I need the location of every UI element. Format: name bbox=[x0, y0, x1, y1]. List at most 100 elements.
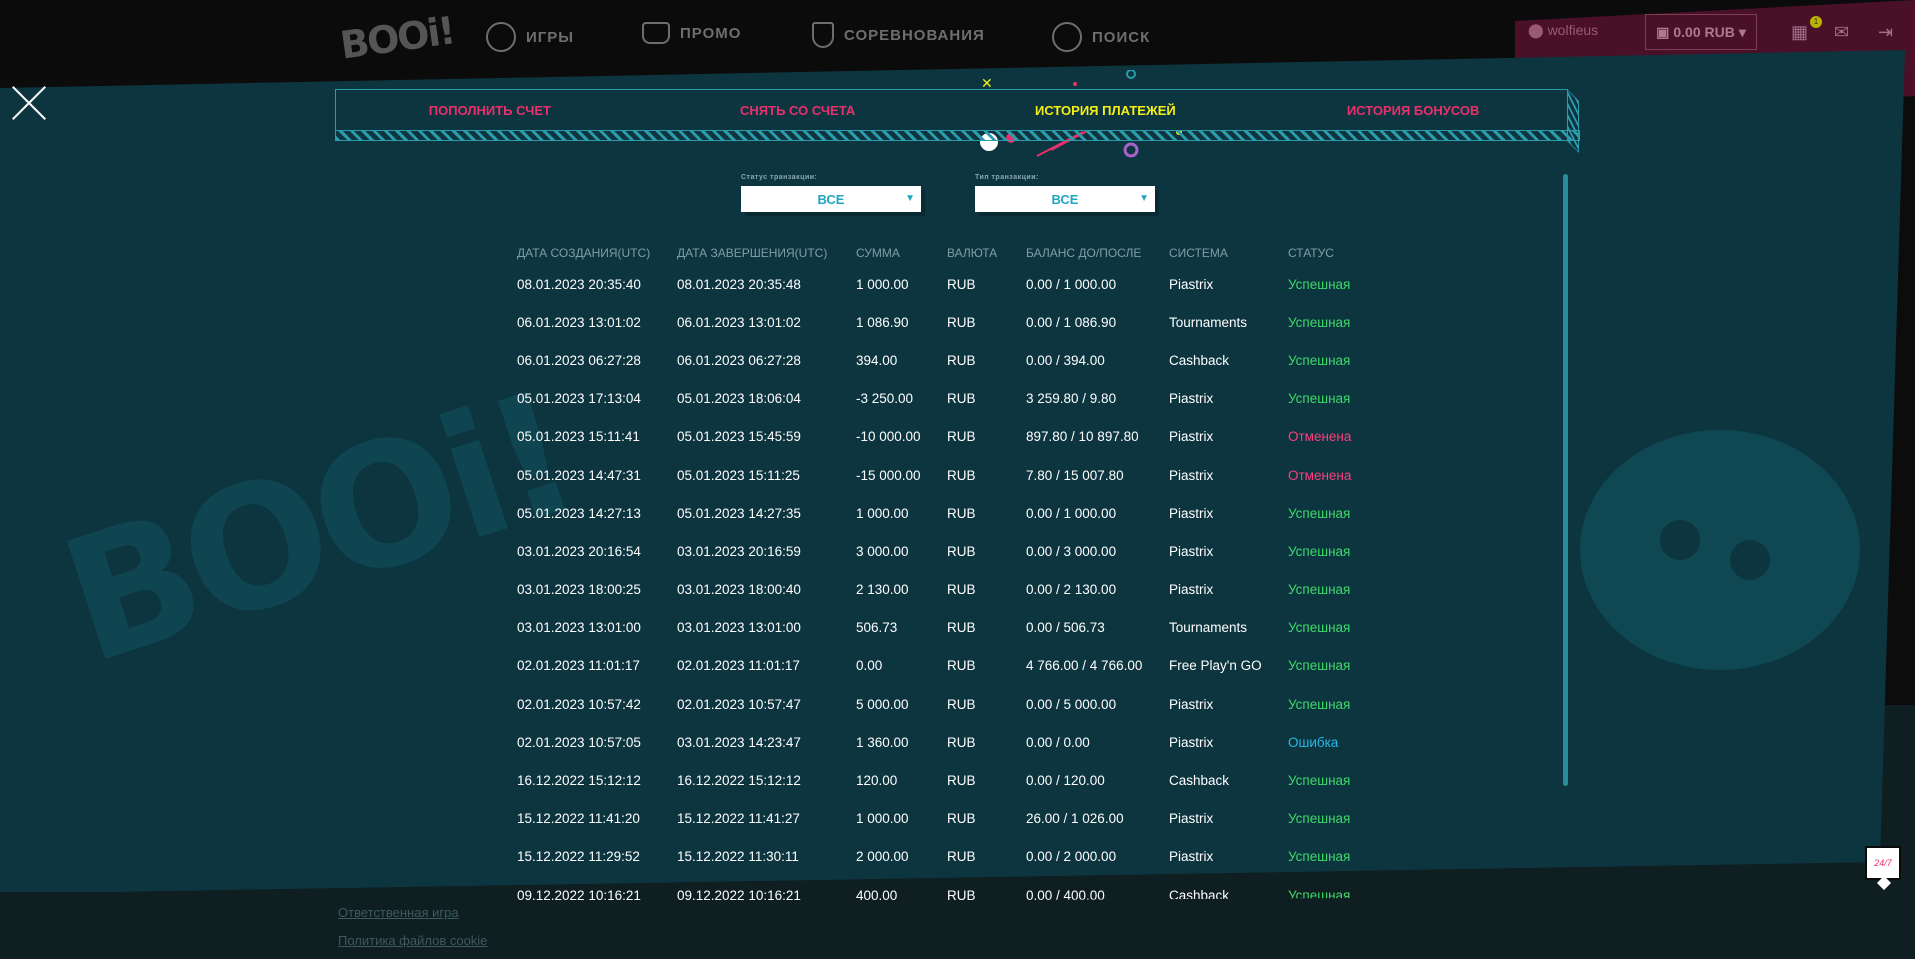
cell-completed: 15.12.2022 11:41:27 bbox=[677, 811, 800, 827]
site-header: BOOi! ИГРЫ ПРОМО СОРЕВНОВАНИЯ ПОИСК ⬤ wo… bbox=[0, 0, 1915, 117]
cell-currency: RUB bbox=[947, 314, 976, 330]
cell-created: 06.01.2023 13:01:02 bbox=[517, 314, 641, 330]
cell-system: Cashback bbox=[1169, 887, 1230, 900]
cell-currency: RUB bbox=[947, 658, 976, 674]
cell-status: Успешная bbox=[1288, 391, 1351, 407]
tab-deposit[interactable]: ПОПОЛНИТЬ СЧЕТ bbox=[428, 102, 551, 118]
type-filter-select[interactable]: ВСЕ ▼ bbox=[975, 186, 1155, 212]
cell-created: 03.01.2023 20:16:54 bbox=[517, 543, 641, 559]
table-header: ДАТА СОЗДАНИЯ(UTC) ДАТА ЗАВЕРШЕНИЯ(UTC) … bbox=[517, 240, 1357, 265]
cell-completed: 05.01.2023 15:11:25 bbox=[677, 467, 800, 483]
balance-dropdown[interactable]: ▣ 0.00 RUB ▾ bbox=[1645, 14, 1757, 50]
table-row: 02.01.2023 10:57:42 02.01.2023 10:57:47 5 … bbox=[517, 685, 1357, 723]
cell-status: Успешная bbox=[1288, 505, 1351, 521]
cell-currency: RUB bbox=[947, 276, 976, 292]
col-completed: ДАТА ЗАВЕРШЕНИЯ(UTC) bbox=[677, 245, 828, 260]
mail-icon[interactable]: ✉ bbox=[1834, 22, 1850, 42]
table-row: 05.01.2023 14:27:13 05.01.2023 14:27:35 1 … bbox=[517, 494, 1357, 532]
tab-withdraw[interactable]: СНЯТЬ СО СЧЕТА bbox=[740, 102, 856, 118]
cell-system: Piastrix bbox=[1169, 467, 1214, 483]
cell-system: Cashback bbox=[1169, 352, 1230, 368]
status-filter-select[interactable]: ВСЕ ▼ bbox=[741, 186, 921, 212]
cell-balance: 0.00 / 3 000.00 bbox=[1026, 543, 1117, 559]
support-chat-button[interactable]: 24/7 bbox=[1865, 846, 1913, 896]
table-row: 08.01.2023 20:35:40 08.01.2023 20:35:48 1 … bbox=[517, 265, 1357, 303]
cell-currency: RUB bbox=[947, 543, 976, 559]
nav-promo[interactable]: ПРОМО bbox=[642, 22, 741, 44]
close-modal-button[interactable] bbox=[10, 82, 50, 122]
table-row: 16.12.2022 15:12:12 16.12.2022 15:12:12 12… bbox=[517, 761, 1357, 799]
cell-currency: RUB bbox=[947, 734, 976, 750]
cell-currency: RUB bbox=[947, 887, 976, 900]
cell-created: 05.01.2023 17:13:04 bbox=[517, 391, 641, 407]
cell-completed: 02.01.2023 10:57:47 bbox=[677, 696, 801, 712]
cell-amount: -3 250.00 bbox=[856, 391, 914, 407]
nav-search-label: ПОИСК bbox=[1092, 28, 1151, 46]
cell-completed: 05.01.2023 14:27:35 bbox=[677, 505, 801, 521]
cell-amount: 2 000.00 bbox=[856, 849, 909, 865]
cell-system: Free Play'n GO bbox=[1169, 658, 1262, 674]
cell-amount: 0.00 bbox=[856, 658, 883, 674]
cell-status: Успешная bbox=[1288, 696, 1351, 712]
cell-balance: 0.00 / 1 000.00 bbox=[1026, 505, 1117, 521]
cell-balance: 0.00 / 2 000.00 bbox=[1026, 849, 1117, 865]
payment-tabs: ПОПОЛНИТЬ СЧЕТ СНЯТЬ СО СЧЕТА ИСТОРИЯ ПЛ… bbox=[335, 89, 1568, 131]
cell-system: Piastrix bbox=[1169, 734, 1214, 750]
cell-balance: 26.00 / 1 026.00 bbox=[1026, 811, 1124, 827]
footer-link-responsible-gaming[interactable]: Ответственная игра bbox=[338, 905, 459, 920]
user-menu[interactable]: ⬤ wolfieus bbox=[1528, 22, 1598, 39]
site-logo[interactable]: BOOi! bbox=[337, 8, 457, 68]
cell-completed: 03.01.2023 14:23:47 bbox=[677, 734, 801, 750]
table-row: 03.01.2023 18:00:25 03.01.2023 18:00:40 2 … bbox=[517, 571, 1357, 609]
cell-balance: 3 259.80 / 9.80 bbox=[1026, 391, 1117, 407]
cell-completed: 03.01.2023 13:01:00 bbox=[677, 620, 801, 636]
table-row: 06.01.2023 06:27:28 06.01.2023 06:27:28 39… bbox=[517, 341, 1357, 379]
nav-search[interactable]: ПОИСК bbox=[1052, 22, 1150, 52]
chevron-down-icon: ▾ bbox=[1738, 23, 1746, 40]
cell-completed: 16.12.2022 15:12:12 bbox=[677, 773, 801, 789]
cell-currency: RUB bbox=[947, 391, 976, 407]
col-system: СИСТЕМА bbox=[1169, 245, 1228, 260]
logout-icon[interactable]: ⇥ bbox=[1878, 22, 1894, 42]
chip-icon bbox=[486, 22, 516, 52]
nav-promo-label: ПРОМО bbox=[680, 24, 742, 42]
modal-scrollbar[interactable] bbox=[1563, 174, 1568, 786]
table-row: 05.01.2023 15:11:41 05.01.2023 15:45:59 -1… bbox=[517, 418, 1357, 456]
cell-amount: 1 360.00 bbox=[856, 734, 909, 750]
cell-status: Успешная bbox=[1288, 887, 1351, 900]
cell-amount: 1 000.00 bbox=[856, 505, 909, 521]
cell-created: 02.01.2023 10:57:05 bbox=[517, 734, 641, 750]
footer-link-cookie-policy[interactable]: Политика файлов cookie bbox=[338, 933, 488, 948]
cell-currency: RUB bbox=[947, 620, 976, 636]
tab-bonus-history[interactable]: ИСТОРИЯ БОНУСОВ bbox=[1346, 102, 1480, 118]
cell-status: Успешная bbox=[1288, 582, 1351, 598]
cell-currency: RUB bbox=[947, 849, 976, 865]
cell-status: Отменена bbox=[1288, 429, 1352, 445]
cell-balance: 0.00 / 1 000.00 bbox=[1026, 276, 1117, 292]
cell-status: Отменена bbox=[1288, 467, 1352, 483]
cell-amount: 1 000.00 bbox=[856, 276, 909, 292]
gift-badge: 1 bbox=[1810, 16, 1822, 28]
cell-status: Ошибка bbox=[1288, 734, 1339, 750]
cell-completed: 05.01.2023 18:06:04 bbox=[677, 391, 801, 407]
cell-amount: 506.73 bbox=[856, 620, 898, 636]
nav-tournaments[interactable]: СОРЕВНОВАНИЯ bbox=[812, 22, 985, 48]
cell-completed: 03.01.2023 20:16:59 bbox=[677, 543, 801, 559]
table-row: 03.01.2023 20:16:54 03.01.2023 20:16:59 3 … bbox=[517, 532, 1357, 570]
monkey-eye-left bbox=[1660, 520, 1700, 560]
tabs-side-decoration bbox=[1567, 89, 1579, 153]
cell-system: Piastrix bbox=[1169, 849, 1214, 865]
table-row: 02.01.2023 10:57:05 03.01.2023 14:23:47 1 … bbox=[517, 723, 1357, 761]
cell-balance: 0.00 / 506.73 bbox=[1026, 620, 1105, 636]
col-created: ДАТА СОЗДАНИЯ(UTC) bbox=[517, 245, 651, 260]
monkey-eye-right bbox=[1730, 540, 1770, 580]
col-status: СТАТУС bbox=[1288, 245, 1334, 260]
gift-icon[interactable]: ▦ bbox=[1791, 22, 1809, 42]
nav-games[interactable]: ИГРЫ bbox=[486, 22, 574, 52]
tab-payment-history[interactable]: ИСТОРИЯ ПЛАТЕЖЕЙ bbox=[1035, 102, 1176, 118]
cell-created: 02.01.2023 11:01:17 bbox=[517, 658, 640, 674]
cell-currency: RUB bbox=[947, 773, 976, 789]
cell-balance: 0.00 / 0.00 bbox=[1026, 734, 1090, 750]
cell-status: Успешная bbox=[1288, 352, 1351, 368]
cell-created: 15.12.2022 11:41:20 bbox=[517, 811, 640, 827]
